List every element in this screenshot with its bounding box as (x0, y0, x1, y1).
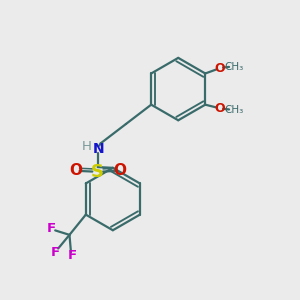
Text: O: O (214, 102, 225, 115)
Text: F: F (51, 246, 60, 259)
Text: F: F (68, 249, 77, 262)
Text: N: N (92, 142, 104, 156)
Text: O: O (69, 164, 82, 178)
Text: O: O (113, 164, 127, 178)
Text: H: H (82, 140, 92, 153)
Text: F: F (47, 222, 56, 236)
Text: S: S (91, 163, 104, 181)
Text: CH₃: CH₃ (225, 61, 244, 72)
Text: O: O (214, 61, 225, 75)
Text: CH₃: CH₃ (225, 105, 244, 115)
